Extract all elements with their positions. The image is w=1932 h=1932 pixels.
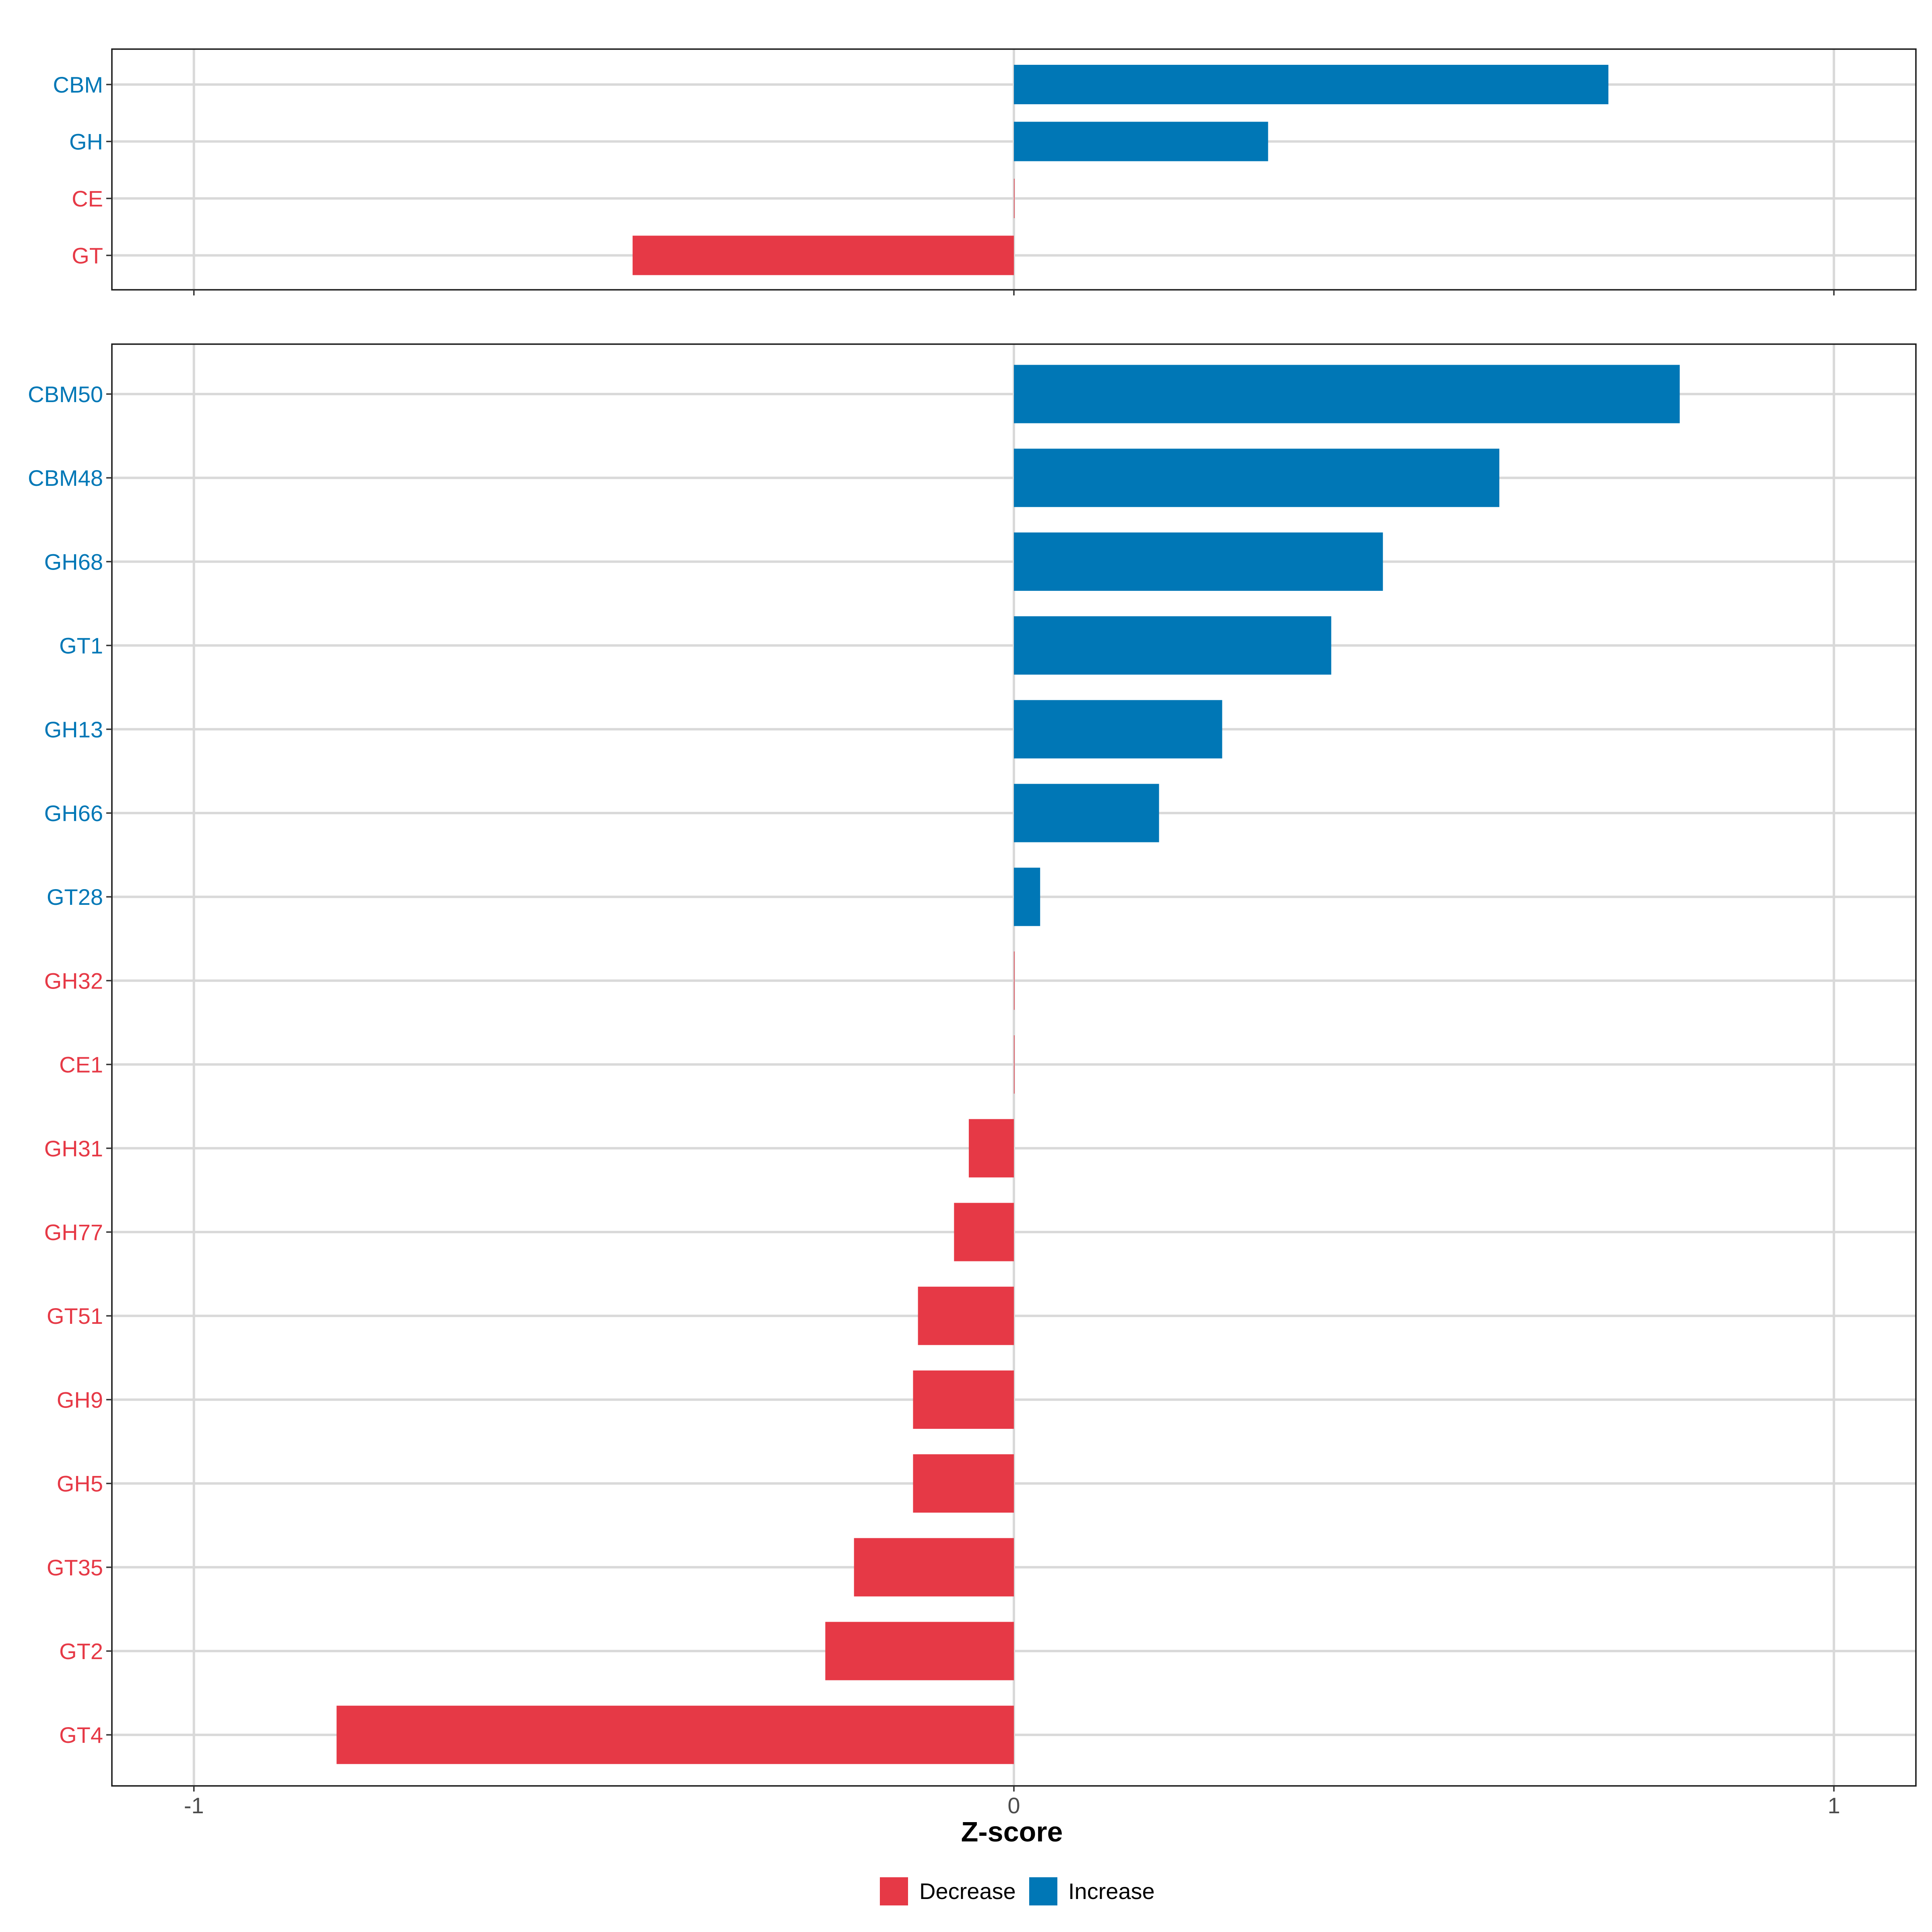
x-tick-label: -1 xyxy=(184,1793,204,1818)
class-bar-ce xyxy=(1014,179,1015,218)
family-bar-gh5 xyxy=(913,1454,1014,1513)
legend-key-decrease xyxy=(880,1877,908,1905)
family-label-gt35: GT35 xyxy=(47,1555,103,1580)
family-label-gt2: GT2 xyxy=(59,1639,103,1664)
x-tick-label: 1 xyxy=(1828,1793,1840,1818)
x-tick-label: 0 xyxy=(1007,1793,1020,1818)
family-label-gh5: GH5 xyxy=(57,1471,103,1496)
family-bar-gh32 xyxy=(1014,951,1015,1010)
family-label-gt4: GT4 xyxy=(59,1722,103,1748)
family-label-gh31: GH31 xyxy=(44,1136,103,1161)
family-bar-cbm48 xyxy=(1014,448,1500,507)
family-bar-gh68 xyxy=(1014,532,1383,591)
class-label-ce: CE xyxy=(72,186,103,211)
family-label-cbm50: CBM50 xyxy=(28,382,103,407)
legend-key-increase xyxy=(1029,1877,1057,1905)
family-bar-gh9 xyxy=(913,1370,1014,1429)
family-bar-gh66 xyxy=(1014,784,1159,842)
class-label-gt: GT xyxy=(72,243,103,268)
family-label-gh13: GH13 xyxy=(44,717,103,742)
family-bar-gt51 xyxy=(918,1286,1014,1345)
class-bar-gh xyxy=(1014,122,1268,161)
legend: Decrease Increase xyxy=(880,1877,1155,1905)
family-label-ce1: CE1 xyxy=(59,1052,103,1077)
family-bar-gt1 xyxy=(1014,616,1331,675)
class-label-gh: GH xyxy=(69,129,103,155)
family-label-gh66: GH66 xyxy=(44,801,103,826)
family-label-cbm48: CBM48 xyxy=(28,465,103,491)
family-bar-gt2 xyxy=(825,1622,1014,1680)
family-label-gh68: GH68 xyxy=(44,549,103,574)
family-label-gh77: GH77 xyxy=(44,1220,103,1245)
legend-label-decrease: Decrease xyxy=(919,1878,1016,1904)
class-bar-cbm xyxy=(1014,65,1609,104)
family-bar-gt35 xyxy=(854,1538,1014,1597)
family-bar-gh31 xyxy=(968,1119,1014,1178)
family-bar-gt28 xyxy=(1014,867,1040,926)
family-bar-cbm50 xyxy=(1014,365,1680,423)
class-bar-gt xyxy=(632,235,1014,275)
legend-label-increase: Increase xyxy=(1068,1878,1155,1904)
family-bar-gh77 xyxy=(954,1203,1014,1261)
x-axis: -1 0 1 xyxy=(184,1793,1840,1818)
family-label-gh32: GH32 xyxy=(44,968,103,993)
x-axis-title: Z-score xyxy=(961,1816,1063,1847)
family-label-gt28: GT28 xyxy=(47,884,103,910)
panel-class: CBM GH CE GT xyxy=(53,48,1917,295)
family-label-gt1: GT1 xyxy=(59,633,103,658)
panel-family: CBM50 CBM48 GH68 GT1 GH13 GH66 GT28 GH32 CE1 GH31… xyxy=(28,343,1917,1792)
family-label-gh9: GH9 xyxy=(57,1387,103,1412)
family-bar-gh13 xyxy=(1014,700,1222,759)
class-label-cbm: CBM xyxy=(53,72,103,97)
family-bar-gt4 xyxy=(336,1705,1014,1764)
family-bar-ce1 xyxy=(1014,1035,1015,1094)
family-label-gt51: GT51 xyxy=(47,1303,103,1329)
